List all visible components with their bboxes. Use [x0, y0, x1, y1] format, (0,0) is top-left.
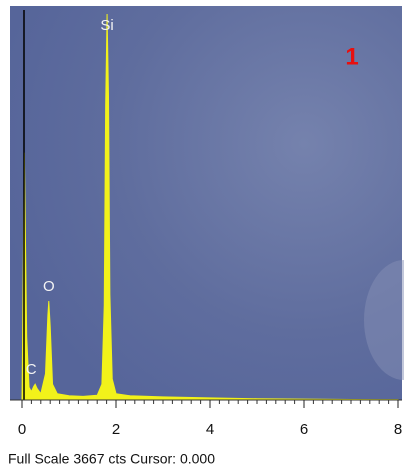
- plot-background: [10, 6, 402, 400]
- peak-label: Si: [100, 17, 113, 34]
- page: {"chart_data": {"type": "spectrum", "pan…: [0, 0, 404, 475]
- chart: 1 Full Scale 3667 cts Cursor: 0.000 0 2 4 6…: [0, 0, 404, 475]
- panel-label: 1: [345, 43, 358, 70]
- x-tick-label: 4: [206, 421, 214, 438]
- peak-label: C: [26, 361, 37, 378]
- x-tick-label: 6: [300, 421, 308, 438]
- x-tick-label: 0: [18, 421, 26, 438]
- x-tick-label: 2: [112, 421, 120, 438]
- footer: Full Scale 3667 cts Cursor: 0.000: [8, 451, 215, 467]
- x-tick-label: 8: [394, 421, 402, 438]
- peak-label: O: [43, 278, 55, 295]
